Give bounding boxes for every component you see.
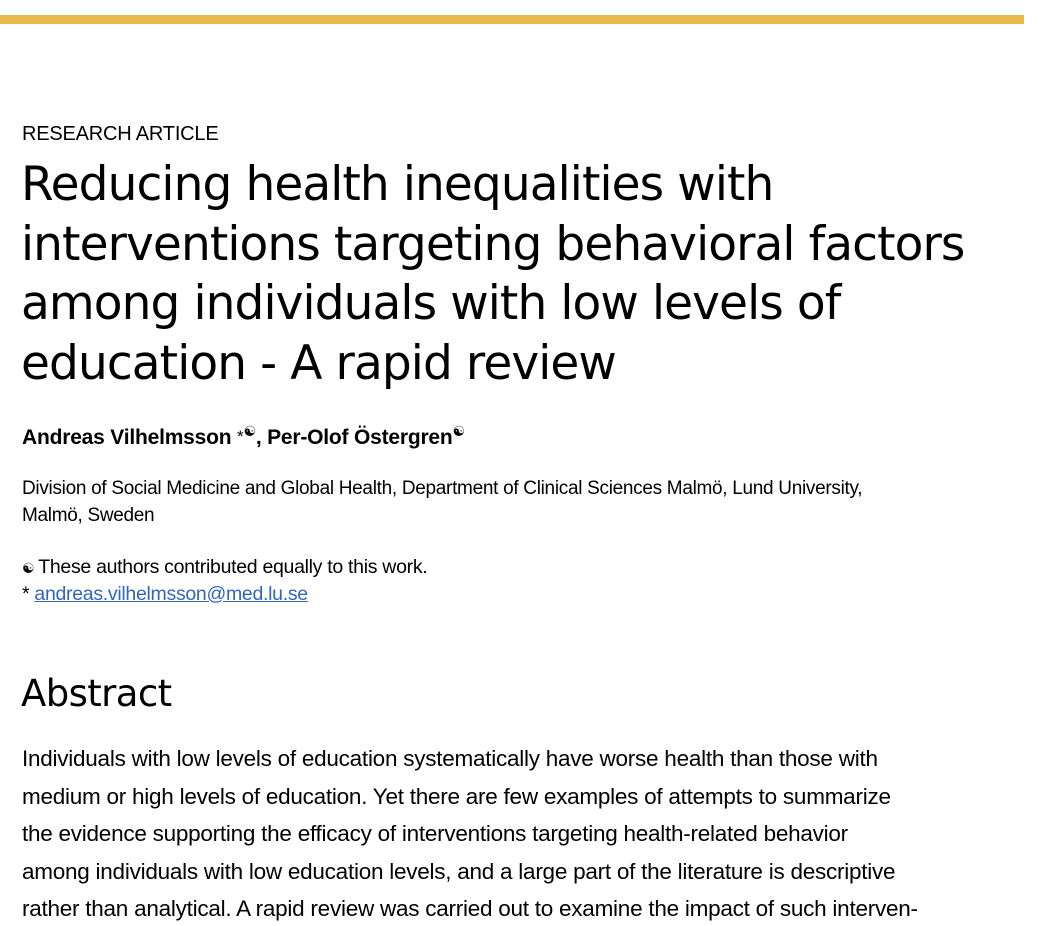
title-line: Reducing health inequalities with [21, 157, 774, 212]
abstract-text-line: rather than analytical. A rapid review w… [22, 896, 918, 921]
article-title: Reducing health inequalities with interv… [21, 155, 1021, 393]
author-list: Andreas Vilhelmsson *☯, Per-Olof Östergr… [22, 423, 466, 452]
equal-contribution-note: ☯ These authors contributed equally to th… [22, 554, 428, 582]
affiliation: Division of Social Medicine and Global H… [22, 475, 1012, 529]
title-line: interventions targeting behavioral facto… [21, 216, 965, 272]
abstract-heading: Abstract [21, 672, 172, 715]
equal-contribution-text: These authors contributed equally to thi… [38, 556, 428, 578]
title-line: education - A rapid review [21, 335, 617, 391]
equal-contribution-icon: ☯ [452, 423, 466, 439]
equal-contribution-icon: ☯ [22, 560, 35, 576]
equal-contribution-icon: ☯ [243, 423, 256, 439]
affiliation-line: Malmö, Sweden [22, 505, 155, 526]
affiliation-line: Division of Social Medicine and Global H… [22, 478, 863, 499]
article-type: RESEARCH ARTICLE [22, 123, 219, 145]
author-name[interactable]: Andreas Vilhelmsson [22, 426, 232, 449]
abstract-text-line: medium or high levels of education. Yet … [22, 784, 891, 809]
author-separator: , [255, 426, 268, 449]
abstract-text-line: among individuals with low education lev… [22, 859, 896, 884]
corresponding-author-mark: * [22, 583, 30, 605]
abstract-text-line: the evidence supporting the efficacy of … [22, 821, 848, 846]
corresponding-author-note: * andreas.vilhelmsson@med.lu.se [22, 581, 308, 608]
corresponding-author-mark: * [237, 427, 244, 446]
author-name[interactable]: Per-Olof Östergren [267, 426, 453, 449]
email-link[interactable]: andreas.vilhelmsson@med.lu.se [34, 583, 308, 605]
title-line: among individuals with low levels of [21, 276, 841, 331]
header-accent-bar [0, 15, 1024, 24]
abstract-text-line: Individuals with low levels of education… [22, 746, 878, 771]
